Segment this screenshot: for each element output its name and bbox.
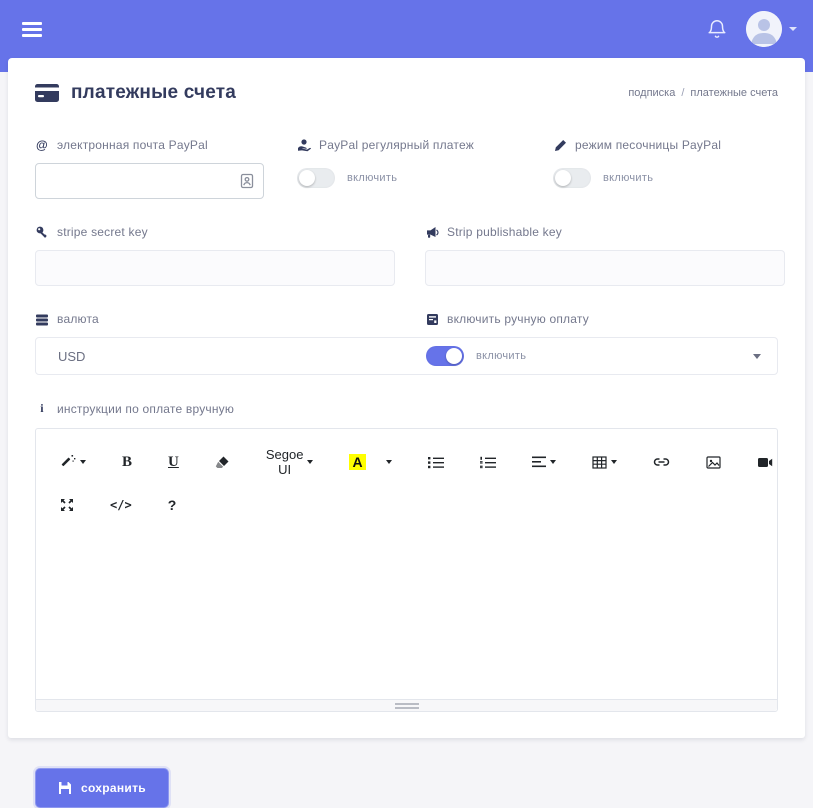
topbar	[0, 0, 813, 58]
stripe-secret-label: stripe secret key	[35, 225, 425, 239]
at-icon: @	[36, 138, 48, 152]
video-icon[interactable]	[747, 449, 783, 476]
field-stripe-publishable: Strip publishable key	[425, 225, 785, 286]
editor-toolbar: B U Segoe UI	[36, 429, 777, 521]
manual-payment-toggle[interactable]	[426, 346, 464, 366]
editor-content[interactable]	[36, 521, 777, 699]
paypal-sandbox-toggle-label: включить	[603, 172, 654, 184]
breadcrumb-current: платежные счета	[690, 87, 778, 99]
magic-wand-style-dropdown[interactable]	[50, 446, 96, 478]
font-color-button[interactable]: A	[339, 446, 375, 478]
bell-icon	[706, 18, 728, 40]
credit-card-icon	[35, 84, 59, 102]
ordered-list-icon[interactable]	[470, 448, 506, 477]
paragraph-align-dropdown[interactable]	[522, 448, 566, 476]
underline-button[interactable]: U	[158, 446, 189, 479]
user-menu-button[interactable]	[746, 11, 797, 47]
breadcrumb-separator: /	[681, 87, 685, 99]
grip-icon	[394, 702, 419, 709]
bullhorn-icon	[425, 226, 439, 239]
field-paypal-recurring: PayPal регулярный платеж включить	[297, 138, 553, 199]
code-view-button[interactable]: </>	[100, 490, 142, 520]
save-button[interactable]: сохранить	[35, 768, 169, 808]
currency-value: USD	[58, 348, 86, 364]
link-icon[interactable]	[643, 449, 680, 475]
breadcrumb: подписка / платежные счета	[628, 87, 778, 99]
notifications-button[interactable]	[706, 18, 728, 40]
stripe-publishable-label: Strip publishable key	[425, 225, 785, 239]
select-caret-icon	[753, 354, 761, 359]
unordered-list-icon[interactable]	[418, 448, 454, 477]
font-family-dropdown[interactable]: Segoe UI	[256, 439, 324, 485]
info-icon: i	[40, 401, 44, 415]
bold-button[interactable]: B	[112, 446, 142, 479]
manual-payment-label: включить ручную оплату	[425, 312, 778, 326]
floppy-disk-icon	[58, 781, 72, 795]
money-stack-icon	[35, 313, 49, 326]
save-button-label: сохранить	[81, 781, 146, 795]
page-title-text: платежные счета	[71, 82, 237, 103]
fullscreen-icon[interactable]	[50, 490, 84, 520]
field-paypal-sandbox: режим песочницы PayPal включить	[553, 138, 778, 199]
rich-text-editor: B U Segoe UI	[35, 428, 778, 712]
color-dropdown[interactable]	[376, 452, 402, 472]
paypal-sandbox-label: режим песочницы PayPal	[553, 138, 778, 152]
paypal-recurring-toggle[interactable]	[297, 168, 335, 188]
field-stripe-secret: stripe secret key	[35, 225, 425, 286]
manual-payment-toggle-label: включить	[476, 350, 527, 362]
hamburger-icon[interactable]	[16, 16, 48, 43]
manual-instructions-label: i инструкции по оплате вручную	[35, 401, 778, 416]
help-button[interactable]: ?	[158, 489, 187, 521]
paypal-email-label: @ электронная почта PayPal	[36, 138, 208, 152]
page-content: платежные счета подписка / платежные сче…	[0, 58, 813, 808]
hand-holding-usd-icon	[297, 138, 311, 152]
page-title: платежные счета	[35, 82, 236, 104]
currency-label: валюта	[35, 312, 425, 326]
paypal-recurring-label: PayPal регулярный платеж	[297, 138, 553, 152]
eraser-icon[interactable]	[205, 447, 240, 477]
stripe-secret-input[interactable]	[35, 250, 395, 286]
editor-resize-handle[interactable]	[36, 699, 777, 711]
pencil-icon	[553, 139, 567, 152]
breadcrumb-section[interactable]: подписка	[628, 87, 676, 99]
paypal-recurring-toggle-label: включить	[347, 172, 398, 184]
currency-select[interactable]: USD включить	[35, 337, 778, 375]
key-icon	[35, 226, 49, 239]
paypal-sandbox-toggle[interactable]	[553, 168, 591, 188]
paypal-email-input[interactable]	[35, 163, 264, 199]
field-paypal-email: @ электронная почта PayPal	[35, 138, 297, 199]
autofill-contact-icon[interactable]	[239, 173, 255, 189]
picture-icon[interactable]	[696, 448, 731, 477]
money-check-icon	[425, 313, 439, 326]
table-dropdown[interactable]	[582, 448, 627, 477]
stripe-publishable-input[interactable]	[425, 250, 785, 286]
avatar	[746, 11, 782, 47]
chevron-down-icon	[789, 27, 797, 31]
payment-accounts-card: платежные счета подписка / платежные сче…	[8, 58, 805, 738]
